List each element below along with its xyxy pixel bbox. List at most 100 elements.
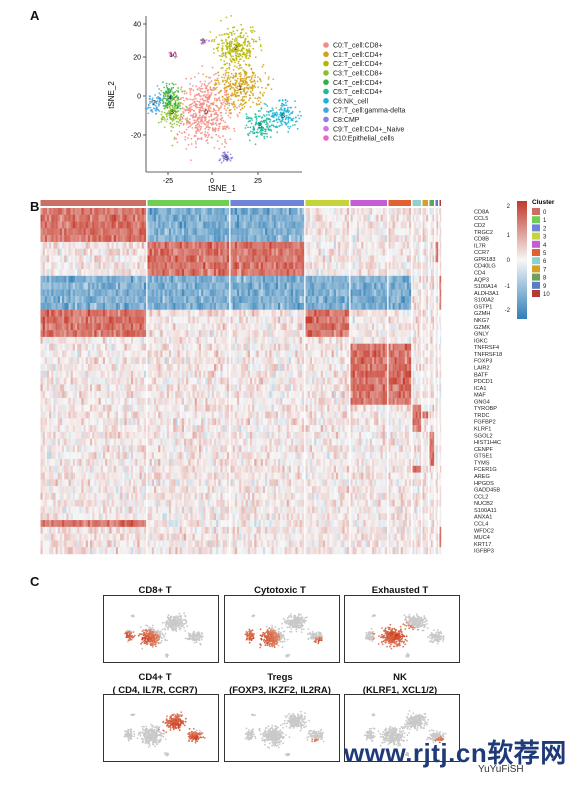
heatmap-cell <box>201 275 204 283</box>
heatmap-cell <box>90 309 93 317</box>
heatmap-cell <box>115 465 119 473</box>
heatmap-cell <box>57 228 61 236</box>
tsne-point <box>280 109 282 111</box>
heatmap-cell <box>53 323 56 331</box>
heatmap-cell <box>126 241 129 249</box>
heatmap-cell <box>53 526 56 534</box>
heatmap-cell <box>181 262 185 270</box>
heatmap-cell <box>128 248 132 256</box>
tsne-point <box>167 99 170 102</box>
heatmap-cell <box>83 214 86 222</box>
tsne-point <box>221 49 223 52</box>
heatmap-cell <box>59 506 63 514</box>
heatmap-cell <box>135 526 138 534</box>
heatmap-cell <box>143 472 147 480</box>
heatmap-cell <box>166 235 170 243</box>
heatmap-cell <box>151 269 155 277</box>
heatmap-cell <box>135 262 138 270</box>
heatmap-cell <box>42 208 45 215</box>
tsne-point <box>283 115 286 118</box>
tsne-point <box>224 87 226 89</box>
heatmap-cell <box>213 214 217 222</box>
tsne-point <box>220 67 223 70</box>
heatmap-cell <box>222 208 225 215</box>
heatmap-cell <box>83 316 86 324</box>
tsne-point <box>252 40 255 43</box>
tsne-point <box>195 103 198 106</box>
heatmap-cell <box>53 309 56 317</box>
tsne-legend-swatch <box>323 135 329 141</box>
tsne-point <box>182 103 184 105</box>
heatmap-cell <box>130 425 134 433</box>
heatmap-cell <box>40 221 43 229</box>
heatmap-cell <box>85 214 89 222</box>
heatmap-cell <box>224 221 228 229</box>
tsne-point <box>191 99 194 101</box>
heatmap-cell <box>139 241 142 249</box>
heatmap-cell <box>59 228 63 236</box>
heatmap-cell <box>79 221 82 229</box>
heatmap-cell <box>128 214 132 222</box>
heatmap-cell <box>113 241 117 249</box>
heatmap-cell <box>126 269 129 277</box>
heatmap-cell <box>224 255 228 263</box>
heatmap-cell <box>59 486 63 494</box>
tsne-point <box>193 95 196 98</box>
heatmap-cell <box>115 370 119 378</box>
heatmap-cell <box>205 282 208 290</box>
heatmap-cell <box>98 262 101 270</box>
tsne-point <box>234 79 237 81</box>
tsne-point <box>196 128 199 131</box>
tsne-point <box>221 55 224 58</box>
tsne-point <box>155 97 158 99</box>
heatmap-cell <box>77 377 80 385</box>
heatmap-cell <box>133 262 136 270</box>
heatmap-cell <box>113 364 117 372</box>
heatmap-cell <box>124 248 127 256</box>
heatmap-cell <box>77 241 80 249</box>
tsne-point <box>275 107 278 109</box>
heatmap-cell <box>115 248 119 256</box>
heatmap-cell <box>42 438 45 446</box>
tsne-point <box>248 99 250 101</box>
tsne-point <box>186 123 188 125</box>
tsne-point <box>172 91 175 94</box>
heatmap-cell <box>124 425 127 433</box>
heatmap-cell <box>62 228 65 236</box>
heatmap-cell <box>59 275 63 283</box>
heatmap-cell <box>102 282 106 290</box>
heatmap-cell <box>79 343 82 351</box>
tsne-point <box>221 154 224 157</box>
tsne-point <box>245 95 248 98</box>
tsne-point <box>278 99 281 102</box>
tsne-point <box>268 120 271 123</box>
heatmap-cell <box>96 208 99 215</box>
heatmap-cell <box>173 228 176 236</box>
tsne-point <box>238 105 241 108</box>
heatmap-cell <box>74 459 78 466</box>
heatmap-cell <box>220 275 223 283</box>
heatmap-cell <box>53 350 56 358</box>
tsne-legend-label: C1:T_cell:CD4+ <box>333 52 383 59</box>
heatmap-cell <box>68 241 71 249</box>
heatmap-cell <box>83 309 86 317</box>
heatmap-cell <box>44 377 48 385</box>
heatmap-cell <box>92 262 95 270</box>
heatmap-cell <box>107 506 110 514</box>
tsne-point <box>280 122 283 125</box>
heatmap-cell <box>111 282 114 290</box>
heatmap-cell <box>111 499 114 507</box>
tsne-point <box>281 109 284 111</box>
tsne-point <box>265 114 268 116</box>
heatmap-cell <box>70 309 73 317</box>
tsne-point <box>163 111 166 114</box>
heatmap-cell <box>209 275 213 283</box>
heatmap-cell <box>62 479 65 487</box>
heatmap-cell <box>51 479 54 487</box>
tsne-point <box>247 41 250 43</box>
heatmap-cell <box>42 330 45 338</box>
heatmap-cell <box>203 221 206 229</box>
heatmap-cell <box>130 459 134 466</box>
heatmap-cell <box>122 479 125 487</box>
heatmap-cell <box>81 214 84 222</box>
